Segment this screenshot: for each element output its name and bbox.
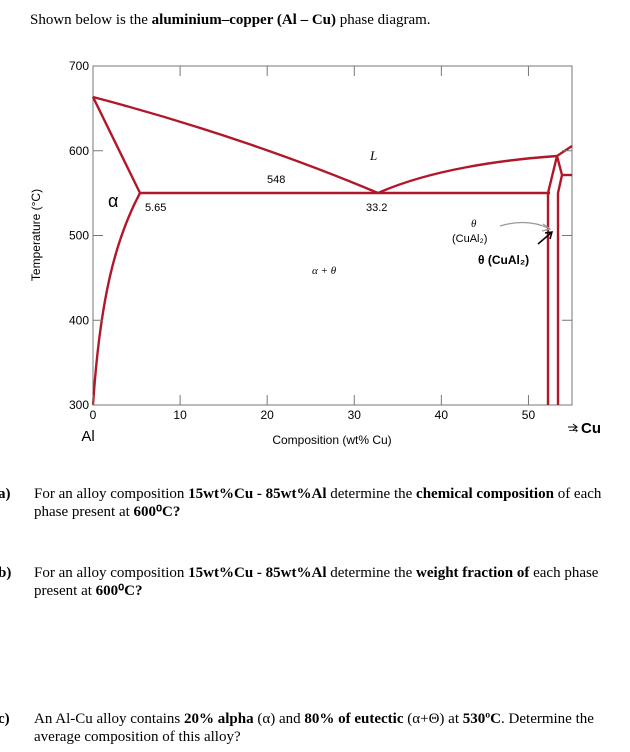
theta-right (555, 155, 564, 405)
question-text: (α+Θ) at (403, 711, 463, 727)
question-text: 20% alpha (184, 711, 254, 727)
question-text: 600⁰C? (133, 504, 181, 520)
x-axis-label: Composition (wt% Cu) (272, 433, 391, 447)
annotation: 548 (267, 174, 285, 186)
question-text: (α) and (253, 711, 305, 727)
question-text: each phase present at (34, 565, 599, 599)
question-text: determine the (326, 486, 417, 502)
question-text: 600⁰C? (95, 583, 143, 599)
question-text: 15wt%Cu - 85wt%Al (188, 486, 327, 502)
question-label: a) (0, 486, 11, 502)
y-tick-label: 600 (69, 144, 89, 158)
x-tick-label: 20 (261, 408, 275, 422)
annotation: 33.2 (366, 202, 387, 214)
cu-arrow (568, 423, 578, 431)
x-tick-label: 10 (173, 408, 187, 422)
solvus (91, 192, 142, 406)
alpha-label: α (108, 191, 118, 211)
cu-label: →Cu (566, 420, 601, 437)
x-tick-label: 0 (90, 408, 97, 422)
question-text: 80% of eutectic (304, 711, 404, 727)
question-body: c) An Al-Cu alloy contains 20% alpha (α) … (0, 710, 626, 746)
intro-text: Shown below is the (30, 12, 152, 28)
question-text: For an alloy composition (34, 565, 189, 581)
annotation: 5.65 (145, 202, 166, 214)
al-label: Al (81, 428, 94, 445)
annotation: θ (CuAl₂) (478, 253, 529, 267)
question-text: An Al-Cu alloy contains (34, 711, 184, 727)
question-text: 530ºC (462, 711, 502, 727)
liquidus-right (377, 145, 573, 195)
phase-diagram: Temperature (°C) Composition (wt% Cu) Al… (29, 59, 601, 447)
annotation: (CuAl₂) (452, 233, 487, 245)
y-axis-label: Temperature (°C) (29, 189, 43, 281)
x-tick-label: 40 (435, 408, 449, 422)
question: b) For an alloy composition 15wt%Cu - 85w… (0, 564, 626, 600)
question-text: determine the (326, 565, 417, 581)
annotation: L (369, 148, 377, 163)
arrow (537, 231, 554, 245)
question: a) For an alloy composition 15wt%Cu - 85w… (0, 485, 626, 521)
question-text: For an alloy composition (34, 486, 189, 502)
question-label: c) (0, 711, 10, 727)
y-tick-label: 700 (69, 59, 89, 73)
arrow-head (541, 223, 552, 232)
x-tick-label: 30 (348, 408, 362, 422)
theta-left (546, 155, 559, 405)
annotation: θ (471, 218, 477, 230)
intro-text: phase diagram. (336, 12, 431, 28)
solidus (91, 96, 142, 194)
intro-text: aluminium–copper (Al – Cu) (151, 12, 336, 28)
question: c) An Al-Cu alloy contains 20% alpha (α) … (0, 710, 626, 746)
x-tick-label: 50 (522, 408, 536, 422)
liquidus-left (92, 95, 379, 195)
question-text: 15wt%Cu - 85wt%Al (188, 565, 327, 581)
annotation: α + θ (312, 265, 337, 277)
y-tick-label: 400 (69, 313, 89, 327)
question-text: of each phase present at (34, 486, 602, 520)
question-text: weight fraction of (416, 565, 530, 581)
intro: Shown below is the aluminium–copper (Al … (30, 12, 431, 29)
question-body: b) For an alloy composition 15wt%Cu - 85w… (0, 564, 626, 600)
arrow (499, 221, 549, 229)
question-text: chemical composition (416, 486, 554, 502)
question-text: . Determine the average composition of t… (34, 711, 594, 745)
y-tick-label: 300 (69, 398, 89, 412)
question-label: b) (0, 565, 12, 581)
question-body: a) For an alloy composition 15wt%Cu - 85w… (0, 485, 626, 521)
y-tick-label: 500 (69, 229, 89, 243)
